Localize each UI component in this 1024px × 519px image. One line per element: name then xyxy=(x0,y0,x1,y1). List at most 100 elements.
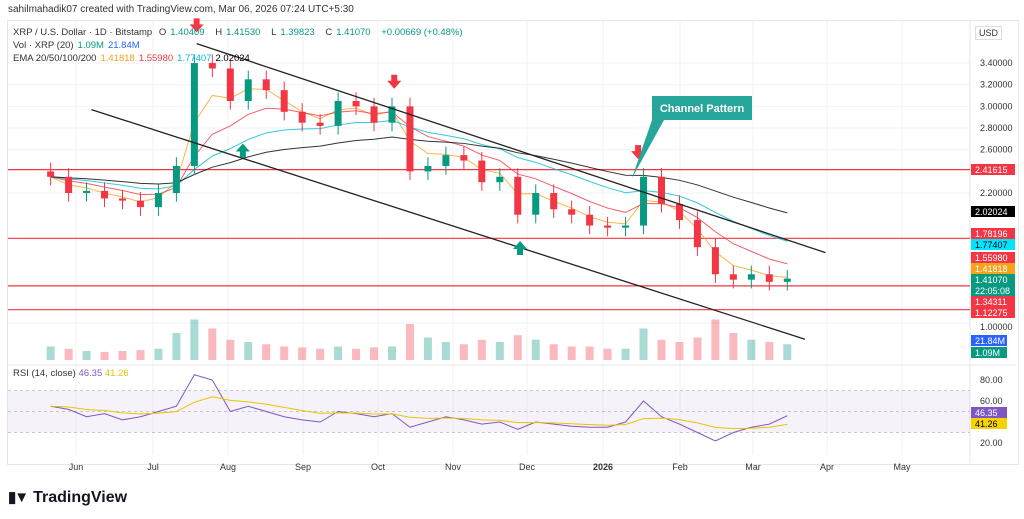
volume-bar xyxy=(585,346,594,360)
rsi-ma-value: 41.26 xyxy=(104,368,129,379)
volume-bar xyxy=(172,333,181,360)
price-label xyxy=(971,164,1015,175)
volume-bar xyxy=(244,342,253,360)
candle xyxy=(406,106,414,172)
rsi-tick-label: 80.00 xyxy=(980,375,1003,385)
symbol[interactable]: XRP / U.S. Dollar · 1D · Bitstamp xyxy=(13,27,153,38)
rsi-value: 46.35 xyxy=(78,368,103,379)
volume-bar xyxy=(226,339,235,360)
candle xyxy=(101,190,109,199)
volume-bar xyxy=(388,346,396,360)
price-label-text: 1.34311 xyxy=(975,297,1007,307)
price-label xyxy=(971,263,1015,274)
price-tick-label: 2.80000 xyxy=(980,123,1013,133)
volume-bar xyxy=(747,339,756,360)
volume-bar xyxy=(405,324,414,360)
tv-logo-icon: ▮▼ xyxy=(8,489,29,506)
candle xyxy=(675,203,683,221)
chart-frame[interactable] xyxy=(7,20,1019,465)
candle xyxy=(711,247,719,275)
volume-label xyxy=(971,335,1007,346)
vol-value: 1.09M xyxy=(77,40,104,51)
volume-bar xyxy=(352,348,361,360)
x-tick-label: Dec xyxy=(519,462,536,472)
ema-label: EMA 20/50/100/200 xyxy=(13,53,97,64)
candle xyxy=(747,274,755,280)
rsi-value-text: 46.35 xyxy=(975,408,998,418)
up-arrow-icon xyxy=(513,241,528,256)
candle xyxy=(172,165,180,194)
rsi-label: RSI (14, close) xyxy=(13,368,76,379)
open-value: O 1.40409 xyxy=(158,27,205,38)
currency-button[interactable]: USD xyxy=(975,26,1003,40)
volume-bar xyxy=(334,346,343,360)
price-label-text: 1.41818 xyxy=(975,264,1008,274)
candle xyxy=(262,79,270,91)
price-tick-label: 2.20000 xyxy=(980,188,1013,198)
ema-100-line xyxy=(50,119,788,242)
up-arrow-icon xyxy=(235,143,250,158)
candle xyxy=(316,122,324,126)
vol-ma-value: 21.84M xyxy=(107,40,140,51)
price-label xyxy=(971,296,1015,307)
volume-bar xyxy=(459,344,468,360)
candle xyxy=(532,193,540,215)
x-tick-label: Feb xyxy=(672,462,688,472)
volume-bar xyxy=(423,337,432,360)
annotation-text: Channel Pattern xyxy=(660,103,745,115)
candle xyxy=(280,90,288,112)
candle xyxy=(226,68,234,101)
volume-bar xyxy=(657,339,666,360)
candle xyxy=(442,155,450,166)
volume-bar xyxy=(495,342,504,360)
volume-bar xyxy=(603,348,612,360)
candle xyxy=(208,63,216,69)
x-tick-label: Oct xyxy=(371,462,386,472)
logo-text: TradingView xyxy=(33,489,128,506)
volume-bar xyxy=(100,351,109,360)
rsi-value-label xyxy=(971,418,1007,429)
volume-bar xyxy=(280,346,289,360)
volume-bar xyxy=(477,339,486,360)
volume-bar xyxy=(82,351,91,360)
candle xyxy=(154,193,162,208)
candle xyxy=(83,190,91,194)
candle xyxy=(586,214,594,226)
volume-bar xyxy=(298,347,307,360)
candle xyxy=(190,63,198,166)
volume-bar xyxy=(262,344,271,360)
candle xyxy=(496,176,504,183)
volume-label-text: 1.09M xyxy=(975,348,1000,358)
x-tick-label: Aug xyxy=(220,462,236,472)
candle xyxy=(622,225,630,228)
rsi-value-text: 41.26 xyxy=(975,419,998,429)
high-value: H 1.41530 xyxy=(215,27,261,38)
price-label xyxy=(971,228,1015,239)
x-tick-label: Jul xyxy=(147,462,159,472)
price-tick-label: 1.00000 xyxy=(980,322,1013,332)
volume-bar xyxy=(639,328,648,360)
price-label xyxy=(971,206,1015,217)
down-arrow-icon xyxy=(189,18,204,33)
candle xyxy=(640,176,648,226)
candle xyxy=(568,209,576,215)
candle xyxy=(370,106,378,123)
volume-bar xyxy=(693,337,702,360)
rsi-tick-label: 20.00 xyxy=(980,438,1003,448)
annotation-callout xyxy=(632,96,752,178)
candle xyxy=(352,100,360,107)
ema20-value: 1.41818 xyxy=(100,53,135,64)
volume-bar xyxy=(711,319,720,360)
x-tick-label: Sep xyxy=(295,462,311,472)
price-label xyxy=(971,252,1015,263)
volume-label-text: 21.84M xyxy=(975,336,1005,346)
volume-bar xyxy=(316,348,325,360)
volume-bar xyxy=(64,348,73,360)
close-value: C 1.41070 xyxy=(325,27,371,38)
tradingview-logo: ▮▼ TradingView xyxy=(8,488,127,507)
countdown-text: 22:05:08 xyxy=(975,286,1010,296)
x-tick-label: Nov xyxy=(445,462,462,472)
candle xyxy=(729,274,737,280)
candle xyxy=(424,165,432,172)
